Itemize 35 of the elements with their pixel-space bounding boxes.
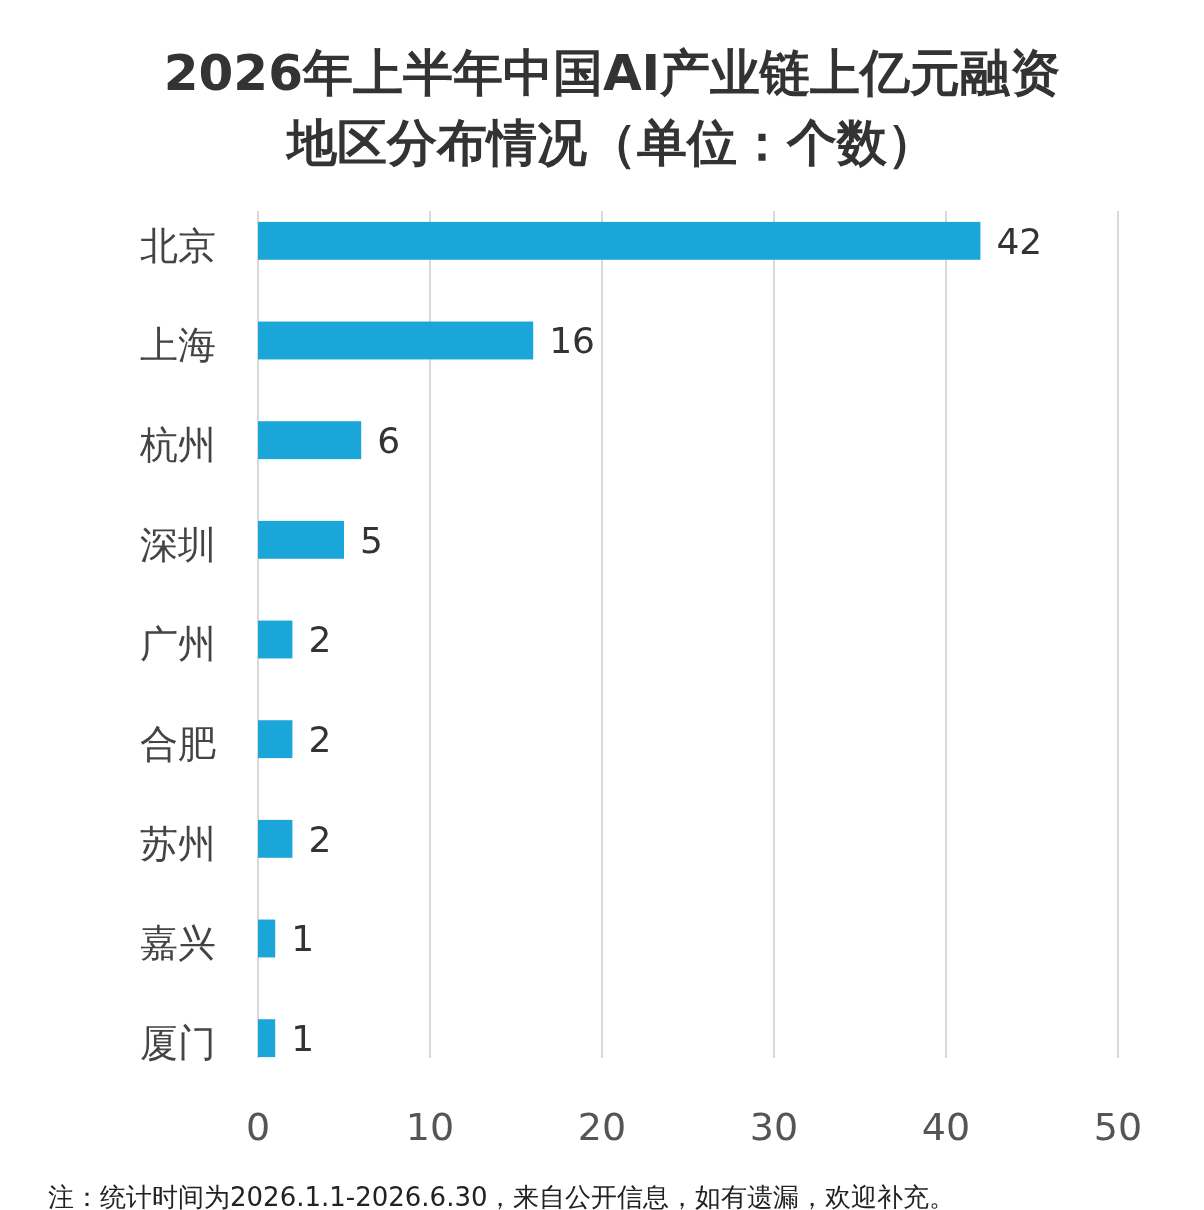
x-tick-label: 10 [405, 1105, 455, 1149]
data-label: 16 [549, 320, 596, 362]
bar [258, 819, 293, 858]
bar [258, 720, 293, 759]
data-label: 5 [360, 519, 383, 561]
x-tick-label: 30 [749, 1105, 799, 1149]
x-tick-label: 50 [1093, 1105, 1143, 1149]
bar [258, 520, 344, 559]
y-tick-label: 杭州 [139, 422, 216, 467]
data-label: 2 [308, 818, 332, 860]
x-tick-label: 20 [577, 1105, 627, 1149]
bar [258, 421, 362, 460]
x-tick-label: 0 [245, 1105, 271, 1149]
data-label: 1 [291, 918, 315, 960]
bar [258, 221, 981, 260]
data-label: 42 [996, 220, 1043, 262]
text: 注：统计时间为2026.1.1-2026.6.30，来自公开信息，如有遗漏，欢迎补充。 [48, 1182, 956, 1210]
data-label: 2 [308, 719, 332, 761]
y-tick-label: 北京 [140, 223, 216, 268]
chart-title: 2026年上半年中国AI产业链上亿元融资地区分布情况（单位：个数） [163, 44, 1061, 172]
bar [258, 321, 534, 360]
x-tick-label: 40 [921, 1105, 971, 1149]
data-label: 6 [377, 420, 401, 462]
y-tick-label: 深圳 [140, 522, 216, 567]
bar [258, 620, 293, 659]
bar [258, 1019, 276, 1058]
bar [258, 919, 276, 958]
y-tick-label: 嘉兴 [140, 921, 216, 966]
y-tick-label: 上海 [140, 323, 216, 368]
y-tick-label: 厦门 [140, 1020, 216, 1065]
data-label: 1 [291, 1018, 315, 1060]
y-tick-label: 合肥 [140, 721, 216, 766]
y-tick-label: 苏州 [140, 821, 216, 866]
y-tick-label: 广州 [140, 622, 216, 667]
data-label: 2 [308, 619, 332, 661]
